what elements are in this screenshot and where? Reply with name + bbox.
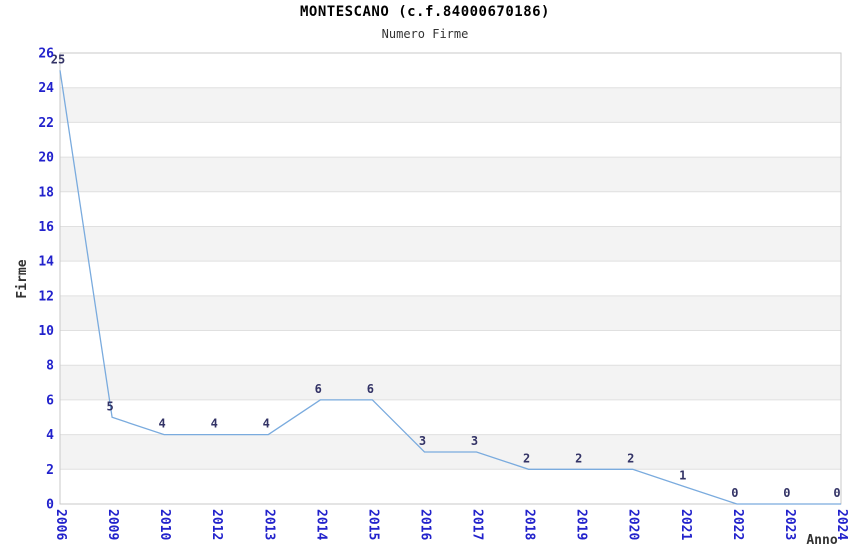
x-tick-label: 2016 (418, 509, 433, 540)
data-label: 0 (783, 486, 790, 500)
data-line (59, 70, 841, 505)
plot-band (60, 365, 841, 400)
y-tick-label: 22 (38, 116, 54, 131)
x-tick-label: 2020 (626, 509, 641, 540)
x-tick-label: 2014 (313, 509, 328, 540)
plot-band (60, 295, 841, 331)
y-tick-label: 6 (46, 393, 54, 408)
plot-band (60, 226, 841, 262)
x-tick-label: 2012 (209, 509, 224, 540)
y-tick-label: 2 (46, 463, 54, 478)
x-tick-label: 2017 (470, 509, 485, 540)
chart-title: MONTESCANO (c.f.84000670186) (299, 4, 550, 20)
data-label: 3 (471, 434, 478, 448)
x-tick-label: 2009 (105, 509, 120, 540)
data-label: 25 (51, 52, 65, 66)
data-label: 6 (367, 382, 374, 396)
data-label: 5 (106, 399, 113, 413)
x-axis-title: Anno (806, 533, 837, 548)
y-tick-label: 12 (38, 289, 54, 304)
plot-border (59, 52, 842, 505)
data-label: 4 (211, 417, 218, 431)
y-tick-label: 16 (38, 220, 54, 235)
x-tick-label: 2010 (157, 509, 172, 540)
y-tick-label: 14 (38, 255, 54, 270)
y-tick-label: 20 (38, 151, 54, 166)
y-tick-label: 18 (38, 185, 54, 200)
x-tick-label: 2023 (782, 509, 797, 540)
data-label: 1 (679, 469, 686, 483)
y-tick-label: 26 (38, 47, 54, 62)
y-tick-label: 10 (38, 324, 54, 339)
plot-band (60, 157, 841, 192)
y-tick-label: 0 (46, 498, 54, 513)
x-tick-label: 2006 (53, 509, 68, 540)
data-label: 4 (263, 417, 270, 431)
x-tick-label: 2022 (730, 509, 745, 540)
data-label: 2 (627, 451, 634, 465)
y-tick-label: 4 (46, 428, 54, 443)
x-tick-label: 2015 (365, 509, 380, 540)
data-label: 3 (419, 434, 426, 448)
chart-subtitle: Numero Firme (381, 27, 469, 41)
data-label: 6 (315, 382, 322, 396)
data-label: 2 (575, 451, 582, 465)
data-label: 0 (731, 486, 738, 500)
x-tick-label: 2018 (522, 509, 537, 540)
data-label: 4 (158, 417, 165, 431)
y-tick-label: 8 (46, 359, 54, 374)
data-label: 0 (833, 486, 840, 500)
x-tick-label: 2021 (678, 509, 693, 540)
x-tick-label: 2019 (574, 509, 589, 540)
x-tick-label: 2013 (261, 509, 276, 540)
data-label: 2 (523, 451, 530, 465)
x-tick-label: 2024 (834, 509, 849, 540)
plot-band (60, 87, 841, 123)
y-tick-label: 24 (38, 81, 54, 96)
y-axis-title: Firme (15, 259, 30, 298)
